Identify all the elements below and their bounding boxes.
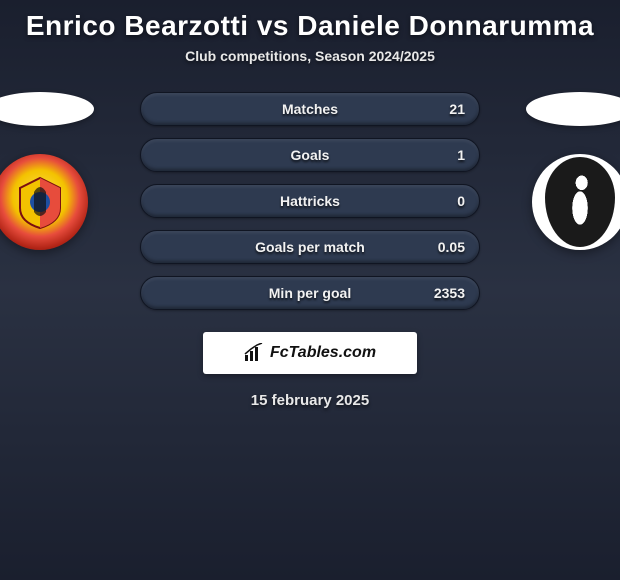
- player-left-column: [0, 92, 100, 250]
- stat-value-right: 0.05: [438, 239, 465, 255]
- branding-badge: FcTables.com: [203, 332, 417, 374]
- club-crest-right: [532, 154, 620, 250]
- date-label: 15 february 2025: [0, 392, 620, 409]
- player-right-photo-placeholder: [526, 92, 620, 126]
- stat-label: Goals: [291, 147, 330, 163]
- stat-row-min-per-goal: Min per goal 2353: [140, 276, 480, 310]
- stat-value-right: 21: [449, 101, 465, 117]
- player-left-photo-placeholder: [0, 92, 94, 126]
- stat-label: Min per goal: [269, 285, 351, 301]
- stat-value-right: 0: [457, 193, 465, 209]
- bar-chart-icon: [244, 343, 264, 363]
- comparison-panel: Matches 21 Goals 1 Hattricks 0 Goals per…: [0, 92, 620, 409]
- club-crest-left: [0, 154, 88, 250]
- stat-label: Hattricks: [280, 193, 340, 209]
- branding-text: FcTables.com: [270, 344, 376, 362]
- stat-label: Goals per match: [255, 239, 365, 255]
- stat-value-right: 2353: [434, 285, 465, 301]
- crest-right-icon: [545, 157, 615, 247]
- stat-value-right: 1: [457, 147, 465, 163]
- crest-left-icon: [10, 172, 70, 232]
- subtitle: Club competitions, Season 2024/2025: [0, 48, 620, 64]
- stat-row-hattricks: Hattricks 0: [140, 184, 480, 218]
- stat-row-goals-per-match: Goals per match 0.05: [140, 230, 480, 264]
- stat-row-matches: Matches 21: [140, 92, 480, 126]
- page-title: Enrico Bearzotti vs Daniele Donnarumma: [0, 0, 620, 48]
- stats-rows: Matches 21 Goals 1 Hattricks 0 Goals per…: [140, 92, 480, 310]
- stat-row-goals: Goals 1: [140, 138, 480, 172]
- player-right-column: [520, 92, 620, 250]
- stat-label: Matches: [282, 101, 338, 117]
